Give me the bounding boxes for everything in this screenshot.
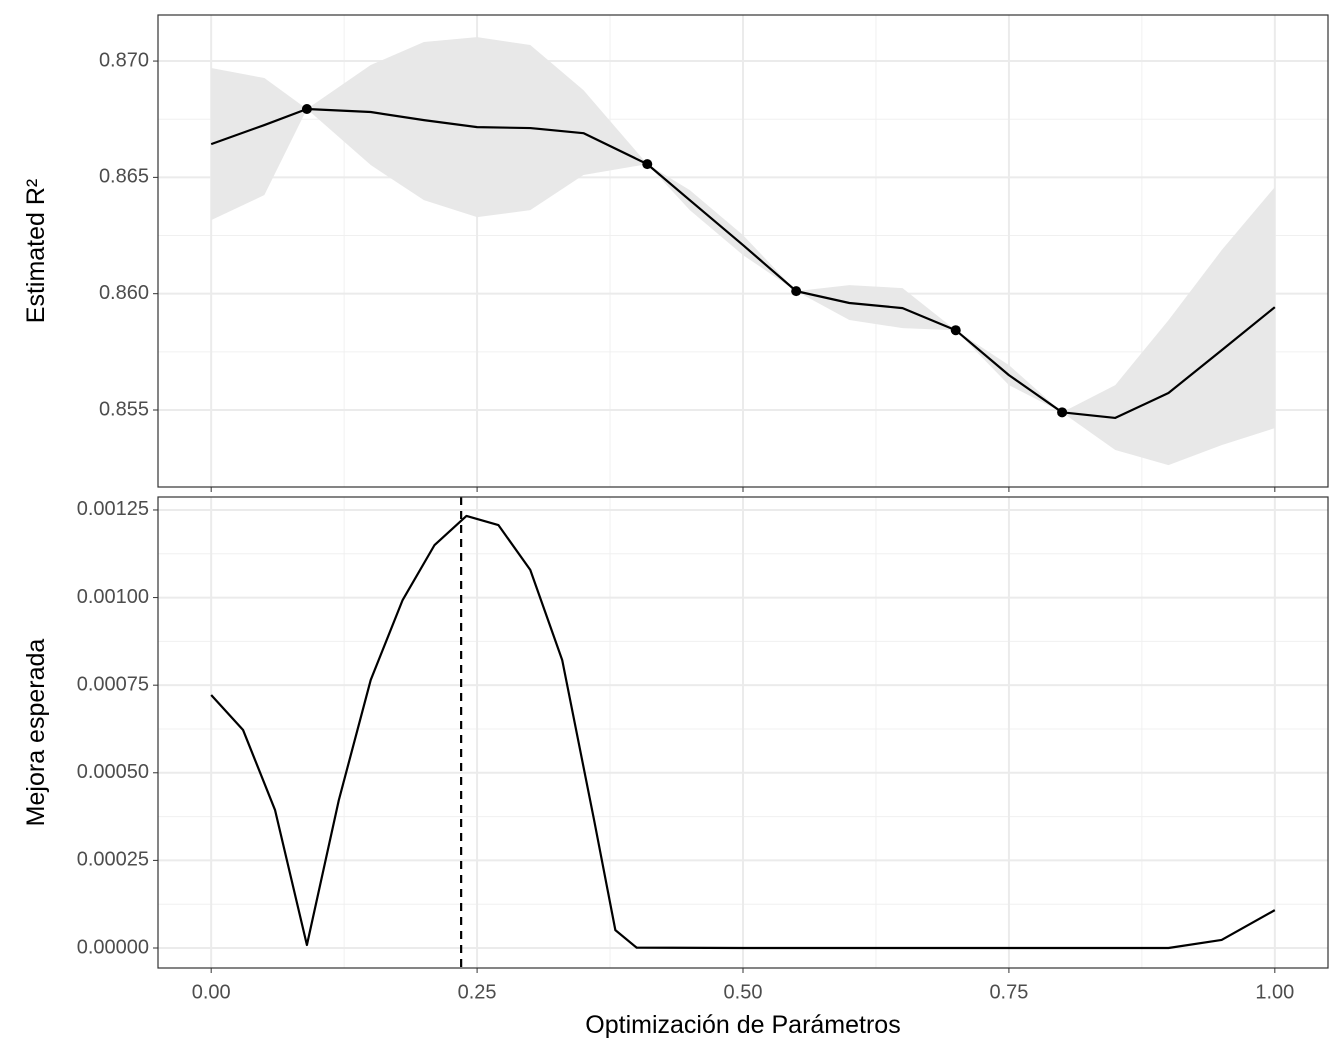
- confidence-band: [211, 37, 1275, 466]
- observed-point: [1057, 407, 1068, 418]
- y-tick-label: 0.870: [99, 49, 149, 71]
- observed-point: [950, 325, 961, 336]
- y-axis-title: Mejora esperada: [22, 639, 50, 827]
- x-tick-label: 0.75: [989, 981, 1028, 1003]
- panel-border: [157, 496, 1329, 969]
- panel-border: [157, 14, 1329, 488]
- y-tick-label: 0.00025: [77, 849, 149, 871]
- x-axis-title: Optimización de Parámetros: [585, 1011, 900, 1039]
- observed-point: [791, 286, 802, 297]
- line: [210, 107, 1276, 420]
- observed-point: [301, 103, 312, 114]
- y-tick-label: 0.00100: [77, 586, 149, 608]
- observed-point: [642, 159, 653, 170]
- y-tick-label: 0.855: [99, 398, 149, 420]
- y-axis-title: Estimated R²: [22, 179, 50, 323]
- line: [210, 514, 1276, 950]
- y-tick-label: 0.00050: [77, 761, 149, 783]
- x-tick-label: 0.50: [724, 981, 763, 1003]
- x-tick-label: 0.00: [192, 981, 231, 1003]
- y-tick-label: 0.865: [99, 166, 149, 188]
- x-tick-label: 0.25: [458, 981, 497, 1003]
- x-tick-label: 1.00: [1255, 981, 1294, 1003]
- y-tick-label: 0.00000: [77, 936, 149, 958]
- y-tick-label: 0.00075: [77, 673, 149, 695]
- y-tick-label: 0.00125: [77, 498, 149, 520]
- y-tick-label: 0.860: [99, 282, 149, 304]
